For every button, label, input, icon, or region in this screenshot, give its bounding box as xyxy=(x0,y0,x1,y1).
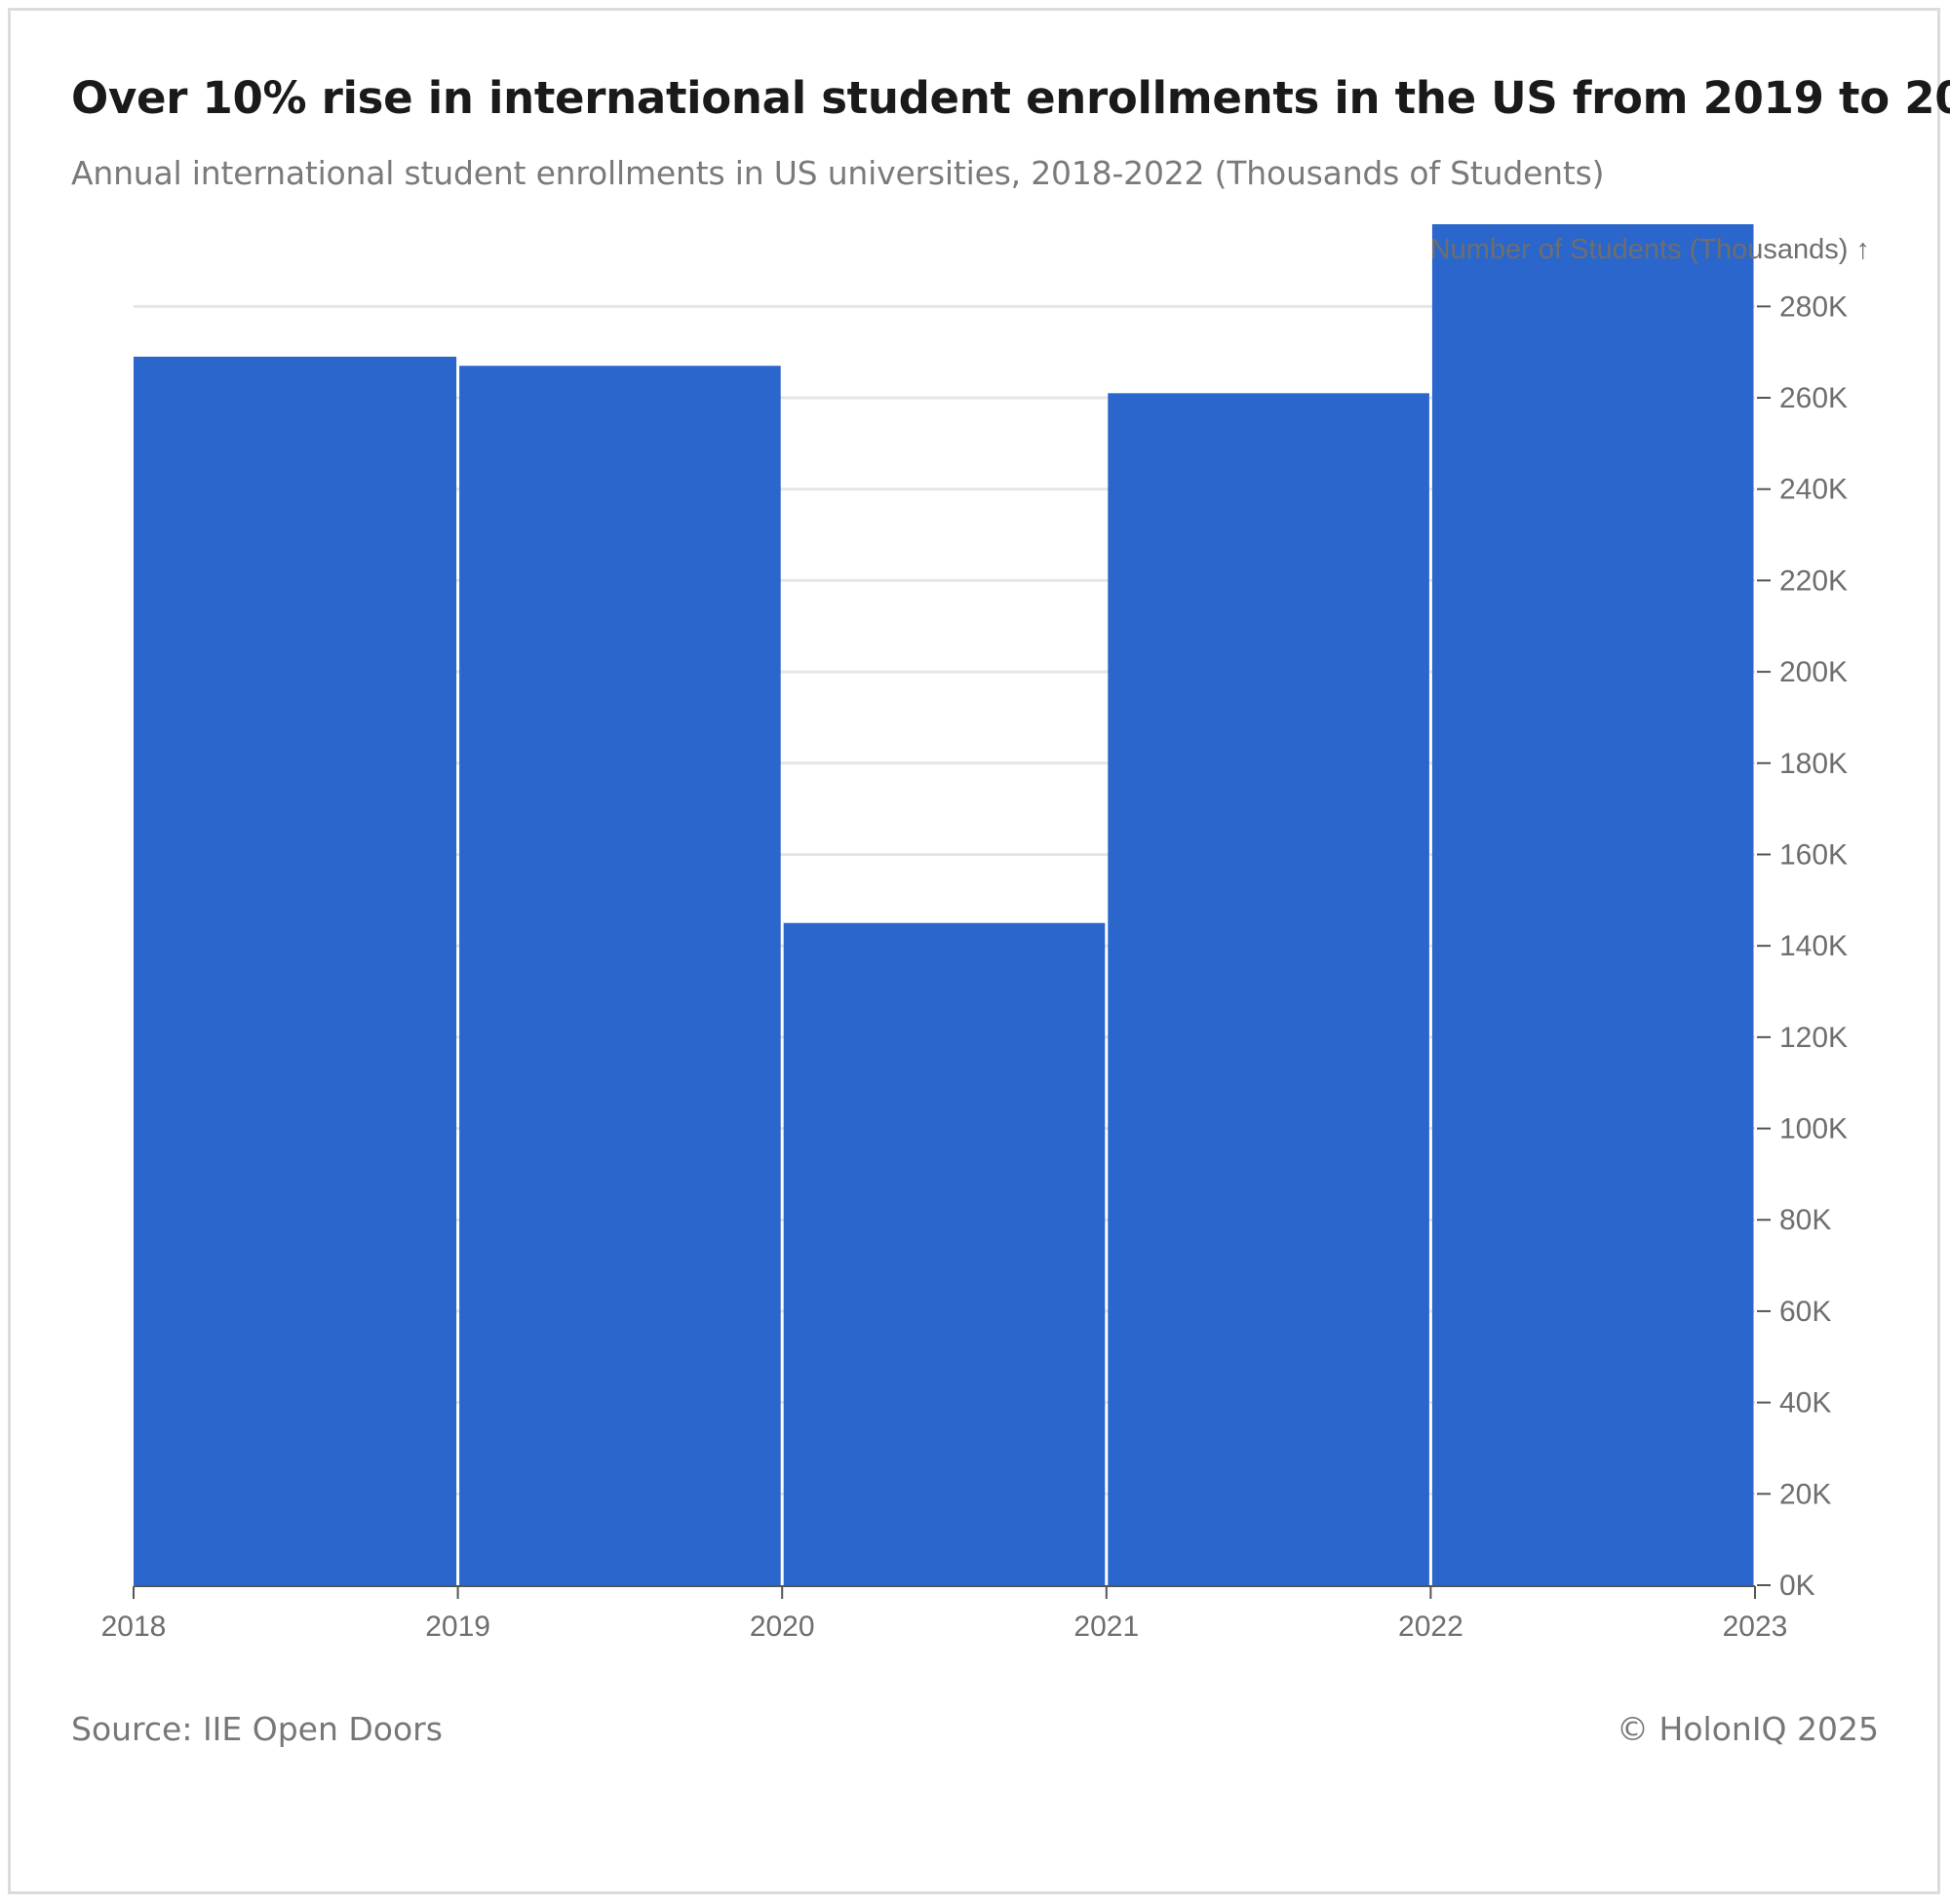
x-tick-label: 2020 xyxy=(750,1611,815,1643)
y-axis-label: Number of Students (Thousands) ↑ xyxy=(1430,234,1870,265)
chart-subtitle: Annual international student enrollments… xyxy=(71,154,1605,192)
y-tick-label: 20K xyxy=(1779,1478,1831,1510)
y-tick-label: 280K xyxy=(1779,291,1848,323)
y-tick-label: 40K xyxy=(1779,1387,1831,1419)
y-tick-label: 120K xyxy=(1779,1022,1848,1054)
source-note: Source: IIE Open Doors xyxy=(71,1710,443,1748)
y-tick-label: 80K xyxy=(1779,1204,1831,1236)
bars xyxy=(134,224,1754,1586)
x-tick-label: 2018 xyxy=(101,1611,167,1643)
chart-title: Over 10% rise in international student e… xyxy=(71,72,1950,124)
x-tick-label: 2023 xyxy=(1723,1611,1788,1643)
bar-2022 xyxy=(1431,224,1754,1585)
y-tick-label: 180K xyxy=(1779,748,1848,780)
copyright-note: © HolonIQ 2025 xyxy=(1617,1710,1879,1748)
y-tick-label: 0K xyxy=(1779,1570,1815,1602)
x-tick-label: 2019 xyxy=(425,1611,490,1643)
y-tick-label: 140K xyxy=(1779,930,1848,962)
y-tick-label: 200K xyxy=(1779,656,1848,688)
bar-2020 xyxy=(783,922,1106,1585)
y-tick-label: 240K xyxy=(1779,474,1848,506)
y-tick-label: 160K xyxy=(1779,838,1848,871)
bar-2021 xyxy=(1108,393,1429,1585)
x-tick-label: 2022 xyxy=(1398,1611,1463,1643)
y-tick-label: 100K xyxy=(1779,1113,1848,1146)
x-tick-label: 2021 xyxy=(1073,1611,1139,1643)
bar-2019 xyxy=(459,366,781,1586)
axes: 0K 20K 40K 60K 80K 100K 120K 140K 160K 180K 200K 22… xyxy=(101,291,1848,1643)
y-tick-label: 220K xyxy=(1779,564,1848,597)
bar-2018 xyxy=(134,356,457,1586)
y-tick-label: 260K xyxy=(1779,382,1848,414)
y-tick-label: 60K xyxy=(1779,1296,1831,1328)
